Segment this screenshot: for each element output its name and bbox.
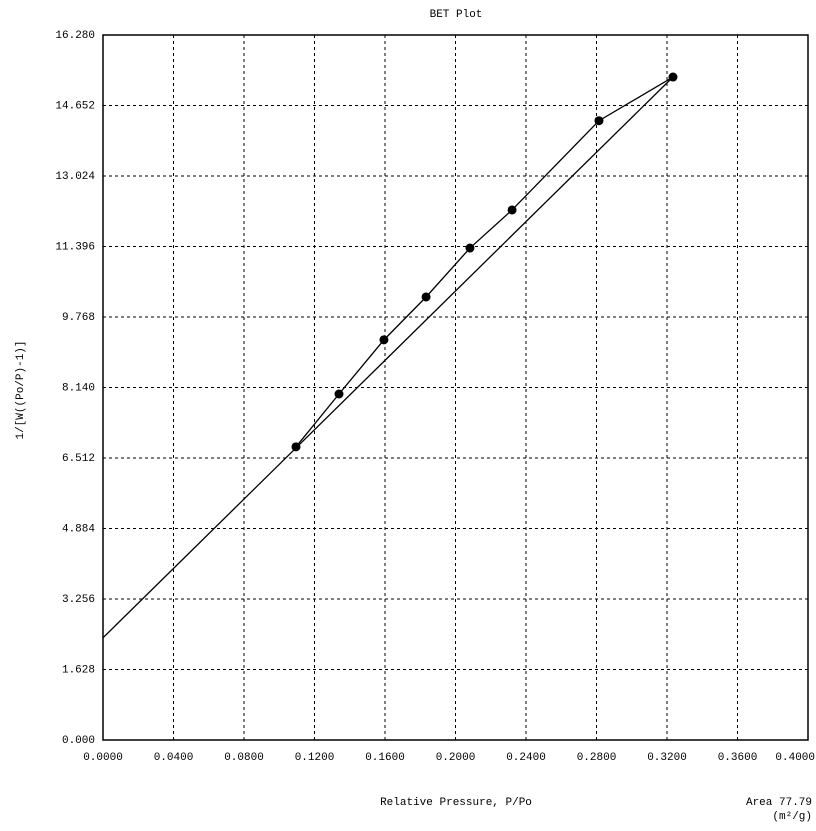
chart: BET Plot Relative Pressure, P/Po 1/[W((P… xyxy=(0,0,816,831)
x-axis-label: Relative Pressure, P/Po xyxy=(380,797,532,809)
x-tick-label: 0.1600 xyxy=(365,752,405,764)
data-point xyxy=(291,442,300,451)
x-tick-label: 0.3600 xyxy=(718,752,758,764)
y-tick-label: 13.024 xyxy=(55,171,95,183)
x-tick-label: 0.0400 xyxy=(154,752,194,764)
data-point xyxy=(334,389,343,398)
x-tick-label: 0.0800 xyxy=(224,752,264,764)
data-point xyxy=(465,244,474,253)
y-tick-label: 3.256 xyxy=(62,594,95,606)
x-tick-label: 0.4000 xyxy=(775,752,815,764)
y-tick-label: 9.768 xyxy=(62,312,95,324)
area-unit: (m²/g) xyxy=(772,811,812,823)
x-tick-label: 0.2800 xyxy=(577,752,617,764)
page: {"chart_data": { "type": "line", "title"… xyxy=(0,0,816,831)
y-tick-label: 11.396 xyxy=(55,241,95,253)
y-tick-label: 6.512 xyxy=(62,453,95,465)
data-point xyxy=(594,116,603,125)
chart-title: BET Plot xyxy=(430,9,483,21)
y-tick-label: 4.884 xyxy=(62,523,95,535)
y-tick-label: 14.652 xyxy=(55,100,95,112)
y-tick-label: 1.628 xyxy=(62,664,95,676)
data-point xyxy=(508,205,517,214)
y-tick-label: 0.000 xyxy=(62,735,95,747)
y-axis-label: 1/[W((Po/P)-1)] xyxy=(15,340,27,439)
x-tick-label: 0.1200 xyxy=(295,752,335,764)
area-annotation: Area 77.79 xyxy=(746,797,812,809)
x-tick-label: 0.2400 xyxy=(506,752,546,764)
plot-frame xyxy=(103,35,808,740)
data-point xyxy=(379,335,388,344)
x-tick-label: 0.2000 xyxy=(436,752,476,764)
data-point xyxy=(422,292,431,301)
x-tick-label: 0.0000 xyxy=(83,752,123,764)
x-tick-label: 0.3200 xyxy=(647,752,687,764)
series-line xyxy=(103,77,673,638)
y-tick-label: 16.280 xyxy=(55,30,95,42)
y-tick-label: 8.140 xyxy=(62,382,95,394)
